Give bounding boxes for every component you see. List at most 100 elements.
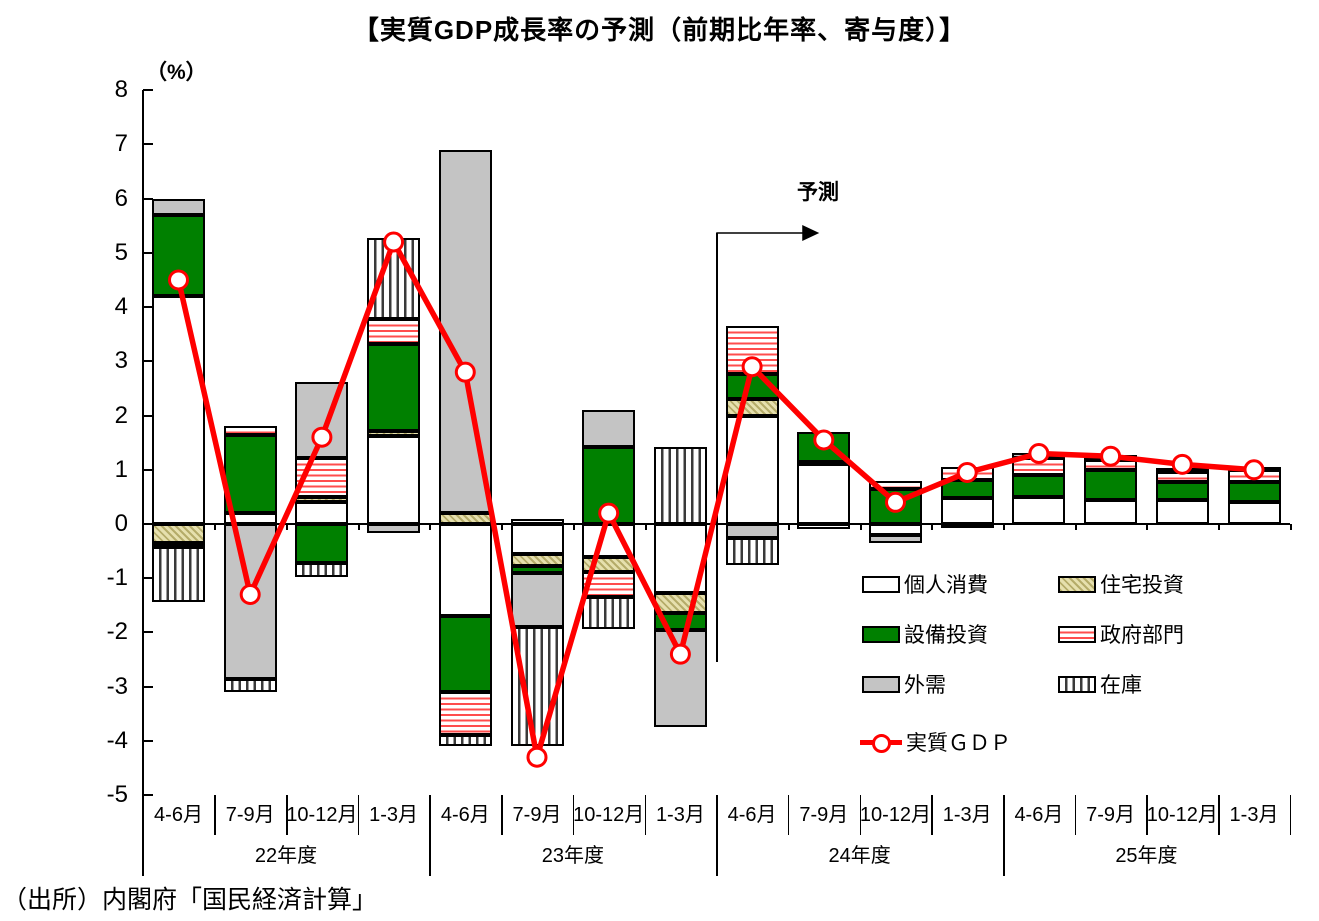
quarter-separator	[1289, 795, 1292, 835]
legend-item-consumption: 個人消費	[862, 569, 988, 599]
bar-segment-external	[510, 572, 564, 628]
quarter-separator	[644, 795, 647, 835]
bar-segment-consumption	[869, 524, 922, 535]
gdp-point	[885, 491, 906, 513]
forecast-label: 予測	[797, 181, 839, 204]
bar-segment-external	[367, 524, 421, 534]
quarter-separator	[931, 795, 933, 835]
consumption-swatch-icon	[862, 575, 900, 593]
bar-segment-consumption	[510, 524, 564, 554]
bar-segment-consumption	[1155, 500, 1209, 524]
gdp-point	[1243, 459, 1265, 481]
bar-segment-inventory	[582, 596, 636, 630]
quarter-label: 1-3月	[942, 804, 992, 826]
source-note: （出所）内閣府「国民経済計算」	[2, 887, 378, 914]
bar-segment-consumption	[653, 524, 707, 594]
bar-segment-external	[940, 524, 994, 528]
gdp-point	[168, 269, 189, 291]
bar-segment-housing	[510, 553, 564, 566]
y-tick-label: 8	[114, 76, 128, 104]
year-label: 24年度	[828, 845, 891, 867]
y-axis-line	[142, 90, 144, 876]
year-separator	[429, 795, 431, 876]
gdp-point	[598, 502, 620, 524]
y-tick-label: -3	[106, 672, 128, 700]
bar-segment-consumption	[1012, 496, 1066, 524]
quarter-separator	[1218, 795, 1220, 835]
legend-item-inventory: 在庫	[1058, 669, 1142, 699]
quarter-label: 4-6月	[154, 804, 203, 826]
gdp-point	[239, 583, 261, 605]
y-axis-tick	[143, 468, 153, 471]
legend-item-housing: 住宅投資	[1058, 569, 1184, 599]
legend-item-external: 外需	[862, 669, 946, 699]
gdp-point	[526, 746, 548, 768]
category-tick	[429, 524, 432, 530]
bar-segment-external	[725, 524, 779, 538]
y-tick-label: 5	[114, 238, 128, 266]
bar-segment-inventory	[223, 678, 277, 693]
quarter-label: 1-3月	[369, 804, 419, 826]
quarter-label: 10-12月	[573, 804, 645, 826]
bar-segment-capex	[582, 446, 636, 524]
quarter-separator	[286, 795, 288, 835]
category-tick	[644, 524, 647, 530]
quarter-label: 4-6月	[727, 804, 777, 826]
category-tick	[1218, 524, 1221, 530]
legend-label: 在庫	[1100, 674, 1142, 697]
gdp-point	[1171, 453, 1193, 475]
category-tick	[931, 524, 934, 530]
bar-segment-government	[869, 480, 922, 489]
bar-segment-capex	[510, 565, 564, 573]
bar-segment-inventory	[653, 446, 707, 524]
gdp-point	[311, 426, 333, 448]
gdp-point	[669, 643, 691, 665]
category-tick	[1289, 524, 1292, 530]
year-label: 25年度	[1115, 845, 1178, 867]
y-tick-label: 6	[114, 184, 128, 212]
legend-item-gdp: 実質ＧＤＰ	[860, 727, 1011, 757]
legend-label: 外需	[904, 674, 946, 697]
bar-segment-inventory	[438, 735, 492, 747]
y-axis-tick	[143, 306, 153, 309]
y-axis-tick	[143, 414, 153, 417]
bar-segment-inventory	[295, 563, 349, 577]
capex-swatch-icon	[862, 625, 900, 643]
legend-item-government: 政府部門	[1058, 619, 1184, 649]
quarter-label: 10-12月	[859, 804, 932, 826]
quarter-label: 1-3月	[1229, 804, 1279, 826]
y-tick-label: -5	[106, 781, 128, 809]
y-axis-tick	[143, 739, 153, 742]
inventory-swatch-icon	[1058, 675, 1096, 693]
gdp-point	[1028, 443, 1050, 465]
category-tick	[357, 524, 360, 530]
legend-label: 実質ＧＤＰ	[906, 732, 1011, 755]
bar-segment-government	[295, 457, 349, 497]
quarter-label: 1-3月	[655, 804, 705, 826]
gdp-point	[454, 361, 476, 383]
bar-segment-government	[510, 518, 564, 524]
category-tick	[1074, 524, 1077, 530]
legend-label: 設備投資	[904, 624, 988, 647]
legend-item-capex: 設備投資	[862, 619, 988, 649]
quarter-separator	[1146, 795, 1148, 835]
y-tick-label: -2	[106, 618, 128, 646]
bar-segment-government	[223, 426, 277, 435]
y-tick-label: 7	[114, 130, 128, 158]
gdp-line	[175, 235, 1255, 758]
forecast-arrowhead-icon	[802, 225, 820, 241]
y-tick-label: 4	[114, 293, 128, 321]
legend-label: 政府部門	[1100, 624, 1184, 647]
bar-segment-consumption	[1227, 501, 1281, 524]
category-tick	[1003, 524, 1006, 530]
bar-segment-government	[367, 319, 421, 345]
bar-segment-external	[152, 198, 205, 215]
y-axis-tick	[143, 685, 153, 688]
bar-segment-capex	[367, 344, 421, 432]
bar-segment-capex	[1012, 475, 1066, 497]
bar-segment-external	[582, 410, 636, 447]
category-tick	[501, 524, 504, 530]
y-axis-tick	[143, 143, 153, 146]
